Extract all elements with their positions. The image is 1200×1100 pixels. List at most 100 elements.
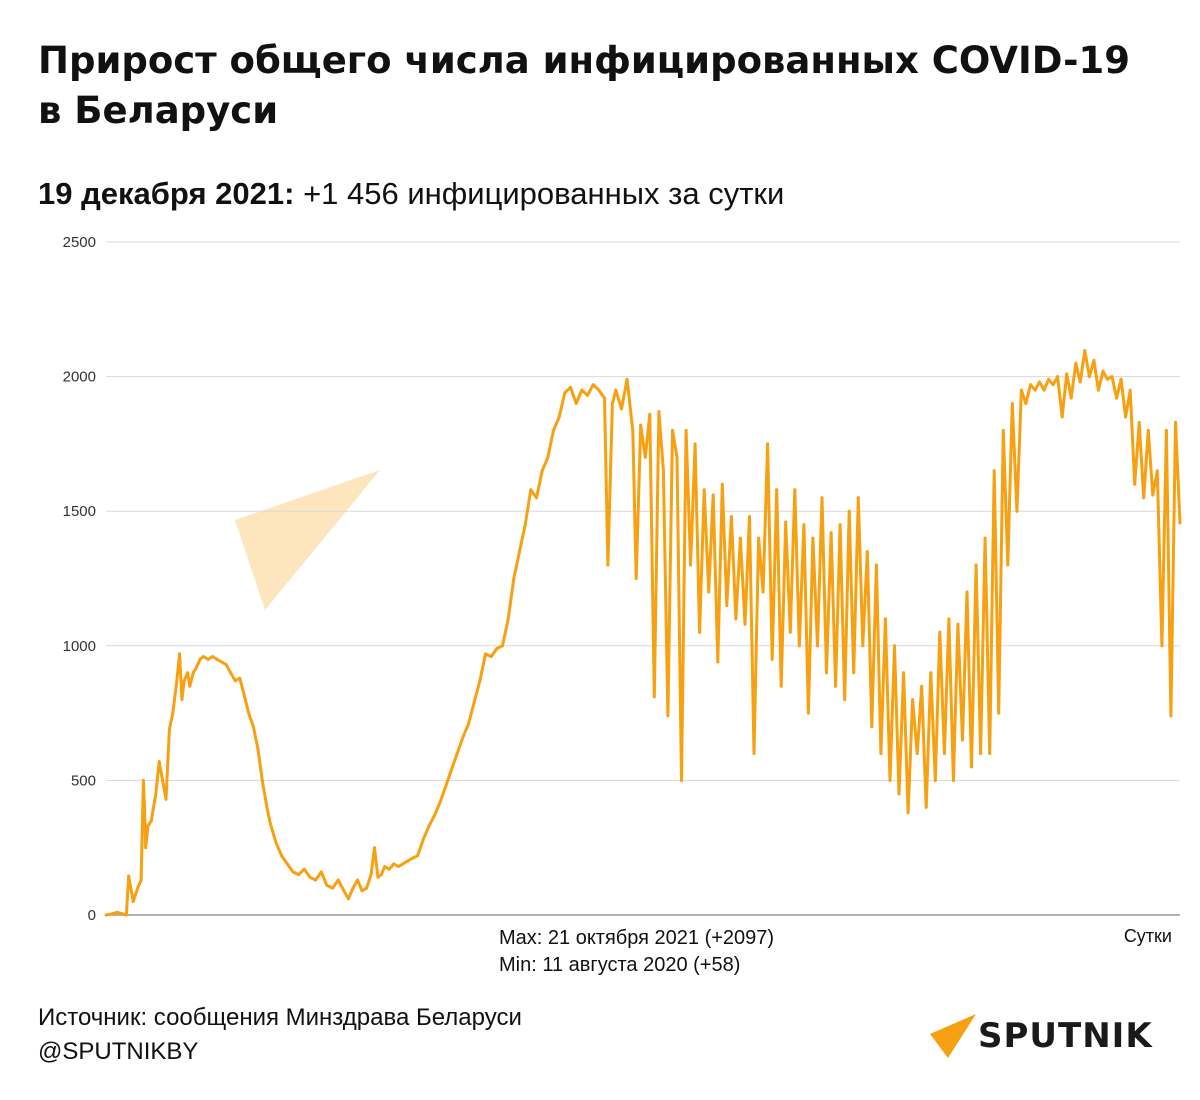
data-point xyxy=(495,647,499,650)
data-point xyxy=(1069,396,1073,400)
data-point xyxy=(1047,377,1051,381)
data-point xyxy=(1019,388,1023,392)
data-point xyxy=(251,725,255,729)
sputnik-logo-icon xyxy=(930,1014,976,1058)
data-point xyxy=(501,644,504,648)
data-point xyxy=(143,805,146,809)
data-point xyxy=(563,391,567,395)
data-point xyxy=(182,679,186,683)
data-point xyxy=(675,455,679,459)
data-point xyxy=(410,857,414,860)
data-point xyxy=(983,536,987,540)
data-point xyxy=(1051,383,1055,387)
data-point xyxy=(974,563,978,567)
data-point xyxy=(929,671,933,675)
data-point xyxy=(784,520,788,524)
data-point xyxy=(224,663,228,667)
data-point xyxy=(215,657,219,661)
data-point xyxy=(625,377,629,381)
data-point xyxy=(569,385,572,389)
data-point xyxy=(1060,415,1064,419)
data-point xyxy=(1006,563,1010,567)
data-point xyxy=(302,867,306,871)
data-point xyxy=(614,388,618,392)
y-axis-ticks: 0 500 1000 1500 2000 2500 xyxy=(63,234,96,924)
data-point xyxy=(396,865,400,868)
data-point xyxy=(1092,358,1096,362)
data-point xyxy=(770,657,774,661)
data-point xyxy=(606,563,610,567)
data-point xyxy=(698,630,702,634)
data-point xyxy=(689,563,693,567)
data-point xyxy=(748,515,751,519)
data-point xyxy=(308,875,312,879)
series-points xyxy=(104,349,1182,917)
data-point xyxy=(1151,493,1155,497)
data-point xyxy=(127,874,131,878)
data-point xyxy=(331,886,335,890)
data-point xyxy=(610,402,614,405)
x-axis-label: Сутки xyxy=(1124,926,1172,946)
data-point xyxy=(924,805,928,809)
chart-subtitle: 19 декабря 2021: +1 456 инфицированных з… xyxy=(38,176,784,212)
data-point xyxy=(229,671,233,675)
data-point xyxy=(643,455,647,459)
data-point xyxy=(888,778,892,782)
data-point xyxy=(120,912,124,916)
data-point xyxy=(104,913,108,917)
y-tick-label: 1000 xyxy=(63,638,96,655)
data-point xyxy=(979,752,983,755)
data-point xyxy=(427,824,431,828)
data-point xyxy=(506,617,510,621)
data-point xyxy=(1010,402,1014,405)
data-point xyxy=(720,482,724,486)
data-point xyxy=(1160,644,1164,648)
data-point xyxy=(992,469,996,473)
data-point xyxy=(933,778,937,782)
data-point xyxy=(387,867,391,871)
data-point xyxy=(761,590,765,594)
data-point xyxy=(1065,372,1069,376)
data-point xyxy=(1038,380,1041,384)
data-point xyxy=(351,886,355,890)
subtitle-date: 19 декабря 2021: xyxy=(38,176,295,211)
chart-grid xyxy=(106,241,1180,916)
data-point xyxy=(639,423,643,427)
data-point xyxy=(897,792,901,796)
data-point xyxy=(883,617,887,621)
data-point xyxy=(915,752,919,755)
data-point xyxy=(260,778,264,782)
data-point xyxy=(779,684,783,688)
data-point xyxy=(373,846,376,850)
data-point xyxy=(392,862,396,866)
data-point xyxy=(684,428,688,432)
data-point xyxy=(319,870,323,874)
data-point xyxy=(291,870,295,874)
data-point xyxy=(1015,509,1019,513)
data-point xyxy=(1142,496,1146,500)
data-point xyxy=(552,428,555,432)
data-point xyxy=(240,684,244,688)
data-point xyxy=(797,644,801,648)
data-point xyxy=(540,469,544,473)
data-point xyxy=(211,655,214,659)
data-point xyxy=(461,735,465,739)
data-point xyxy=(154,792,158,796)
data-point xyxy=(149,819,153,823)
data-point xyxy=(997,711,1001,715)
data-point xyxy=(911,698,915,702)
data-point xyxy=(383,865,387,868)
data-point xyxy=(942,752,946,755)
data-point xyxy=(1029,383,1032,387)
data-point xyxy=(478,679,482,683)
data-point xyxy=(838,523,842,527)
data-point xyxy=(201,655,205,659)
data-point xyxy=(729,515,733,519)
data-point xyxy=(467,722,470,726)
data-point xyxy=(360,889,364,893)
data-point xyxy=(743,622,747,626)
data-point xyxy=(825,671,828,675)
data-point xyxy=(131,900,135,903)
data-point xyxy=(1101,369,1105,373)
data-point xyxy=(161,778,165,782)
